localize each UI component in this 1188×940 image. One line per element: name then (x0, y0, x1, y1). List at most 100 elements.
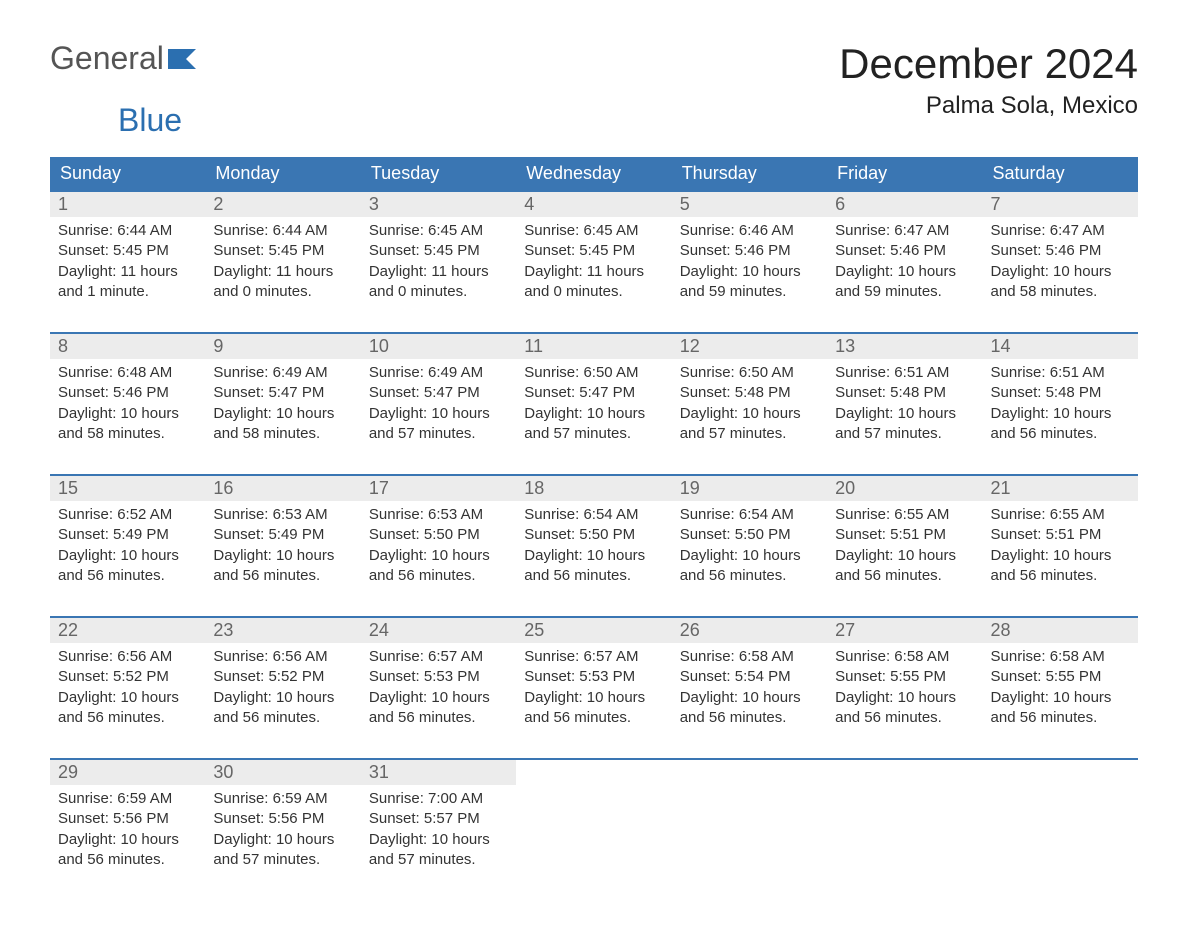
daylight-line: Daylight: 10 hours and 56 minutes. (991, 688, 1130, 729)
day-number: 27 (827, 618, 982, 643)
daylight-line: Daylight: 10 hours and 59 minutes. (680, 262, 819, 303)
day-details: Sunrise: 6:58 AMSunset: 5:55 PMDaylight:… (983, 643, 1138, 758)
day-number: 19 (672, 476, 827, 501)
day-number: 12 (672, 334, 827, 359)
title-block: December 2024 Palma Sola, Mexico (839, 40, 1138, 120)
day-details: Sunrise: 6:56 AMSunset: 5:52 PMDaylight:… (205, 643, 360, 758)
day-number: 2 (205, 192, 360, 217)
daylight-line: Daylight: 10 hours and 56 minutes. (524, 688, 663, 729)
sunset-line: Sunset: 5:52 PM (58, 667, 197, 687)
daylight-line: Daylight: 10 hours and 57 minutes. (524, 404, 663, 445)
calendar-cell: 7Sunrise: 6:47 AMSunset: 5:46 PMDaylight… (983, 191, 1138, 333)
calendar-cell: 27Sunrise: 6:58 AMSunset: 5:55 PMDayligh… (827, 617, 982, 759)
day-number: 5 (672, 192, 827, 217)
sunset-line: Sunset: 5:45 PM (213, 241, 352, 261)
sunset-line: Sunset: 5:54 PM (680, 667, 819, 687)
day-number: 14 (983, 334, 1138, 359)
daylight-line: Daylight: 10 hours and 56 minutes. (680, 546, 819, 587)
sunrise-line: Sunrise: 6:55 AM (991, 505, 1130, 525)
day-number: 10 (361, 334, 516, 359)
calendar-header-row: Sunday Monday Tuesday Wednesday Thursday… (50, 157, 1138, 191)
day-number: 11 (516, 334, 671, 359)
day-number: 8 (50, 334, 205, 359)
calendar-cell: 15Sunrise: 6:52 AMSunset: 5:49 PMDayligh… (50, 475, 205, 617)
daylight-line: Daylight: 10 hours and 56 minutes. (524, 546, 663, 587)
day-details: Sunrise: 6:47 AMSunset: 5:46 PMDaylight:… (983, 217, 1138, 332)
sunset-line: Sunset: 5:48 PM (835, 383, 974, 403)
col-monday: Monday (205, 157, 360, 191)
page-title: December 2024 (839, 40, 1138, 88)
sunrise-line: Sunrise: 6:47 AM (991, 221, 1130, 241)
sunrise-line: Sunrise: 6:56 AM (213, 647, 352, 667)
sunrise-line: Sunrise: 6:57 AM (524, 647, 663, 667)
sunset-line: Sunset: 5:56 PM (58, 809, 197, 829)
sunset-line: Sunset: 5:55 PM (991, 667, 1130, 687)
calendar-cell: 13Sunrise: 6:51 AMSunset: 5:48 PMDayligh… (827, 333, 982, 475)
sunrise-line: Sunrise: 6:54 AM (680, 505, 819, 525)
day-details: Sunrise: 6:59 AMSunset: 5:56 PMDaylight:… (50, 785, 205, 900)
day-details: Sunrise: 6:58 AMSunset: 5:55 PMDaylight:… (827, 643, 982, 758)
sunrise-line: Sunrise: 6:53 AM (213, 505, 352, 525)
calendar-cell: 31Sunrise: 7:00 AMSunset: 5:57 PMDayligh… (361, 759, 516, 900)
daylight-line: Daylight: 11 hours and 0 minutes. (524, 262, 663, 303)
calendar-cell: 16Sunrise: 6:53 AMSunset: 5:49 PMDayligh… (205, 475, 360, 617)
calendar-cell: 29Sunrise: 6:59 AMSunset: 5:56 PMDayligh… (50, 759, 205, 900)
calendar-cell: 6Sunrise: 6:47 AMSunset: 5:46 PMDaylight… (827, 191, 982, 333)
calendar-cell: 19Sunrise: 6:54 AMSunset: 5:50 PMDayligh… (672, 475, 827, 617)
sunrise-line: Sunrise: 6:44 AM (58, 221, 197, 241)
sunset-line: Sunset: 5:57 PM (369, 809, 508, 829)
day-number: 29 (50, 760, 205, 785)
calendar-cell: 21Sunrise: 6:55 AMSunset: 5:51 PMDayligh… (983, 475, 1138, 617)
day-details: Sunrise: 6:55 AMSunset: 5:51 PMDaylight:… (827, 501, 982, 616)
sunrise-line: Sunrise: 6:58 AM (991, 647, 1130, 667)
col-thursday: Thursday (672, 157, 827, 191)
sunset-line: Sunset: 5:45 PM (524, 241, 663, 261)
day-number: 15 (50, 476, 205, 501)
calendar-cell: 8Sunrise: 6:48 AMSunset: 5:46 PMDaylight… (50, 333, 205, 475)
day-details: Sunrise: 6:45 AMSunset: 5:45 PMDaylight:… (516, 217, 671, 332)
day-details: Sunrise: 6:54 AMSunset: 5:50 PMDaylight:… (672, 501, 827, 616)
sunset-line: Sunset: 5:45 PM (58, 241, 197, 261)
daylight-line: Daylight: 10 hours and 57 minutes. (835, 404, 974, 445)
sunrise-line: Sunrise: 6:47 AM (835, 221, 974, 241)
sunset-line: Sunset: 5:51 PM (835, 525, 974, 545)
sunset-line: Sunset: 5:48 PM (991, 383, 1130, 403)
day-number: 3 (361, 192, 516, 217)
sunset-line: Sunset: 5:55 PM (835, 667, 974, 687)
day-number: 13 (827, 334, 982, 359)
day-details: Sunrise: 6:44 AMSunset: 5:45 PMDaylight:… (50, 217, 205, 332)
day-number: 23 (205, 618, 360, 643)
calendar-cell: 30Sunrise: 6:59 AMSunset: 5:56 PMDayligh… (205, 759, 360, 900)
day-number: 7 (983, 192, 1138, 217)
sunrise-line: Sunrise: 6:57 AM (369, 647, 508, 667)
calendar-week: 1Sunrise: 6:44 AMSunset: 5:45 PMDaylight… (50, 191, 1138, 333)
day-number: 24 (361, 618, 516, 643)
day-details: Sunrise: 6:50 AMSunset: 5:48 PMDaylight:… (672, 359, 827, 474)
daylight-line: Daylight: 10 hours and 56 minutes. (991, 404, 1130, 445)
day-details: Sunrise: 6:44 AMSunset: 5:45 PMDaylight:… (205, 217, 360, 332)
location-label: Palma Sola, Mexico (839, 92, 1138, 120)
sunset-line: Sunset: 5:46 PM (835, 241, 974, 261)
daylight-line: Daylight: 10 hours and 58 minutes. (213, 404, 352, 445)
day-details: Sunrise: 7:00 AMSunset: 5:57 PMDaylight:… (361, 785, 516, 900)
calendar-body: 1Sunrise: 6:44 AMSunset: 5:45 PMDaylight… (50, 191, 1138, 900)
sunrise-line: Sunrise: 6:48 AM (58, 363, 197, 383)
daylight-line: Daylight: 10 hours and 57 minutes. (680, 404, 819, 445)
daylight-line: Daylight: 11 hours and 1 minute. (58, 262, 197, 303)
sunrise-line: Sunrise: 6:52 AM (58, 505, 197, 525)
calendar-week: 8Sunrise: 6:48 AMSunset: 5:46 PMDaylight… (50, 333, 1138, 475)
calendar-cell: 4Sunrise: 6:45 AMSunset: 5:45 PMDaylight… (516, 191, 671, 333)
flag-icon (168, 40, 196, 77)
day-details: Sunrise: 6:51 AMSunset: 5:48 PMDaylight:… (827, 359, 982, 474)
daylight-line: Daylight: 10 hours and 58 minutes. (58, 404, 197, 445)
sunrise-line: Sunrise: 6:50 AM (680, 363, 819, 383)
sunrise-line: Sunrise: 6:58 AM (835, 647, 974, 667)
calendar-cell: 5Sunrise: 6:46 AMSunset: 5:46 PMDaylight… (672, 191, 827, 333)
day-details: Sunrise: 6:57 AMSunset: 5:53 PMDaylight:… (361, 643, 516, 758)
daylight-line: Daylight: 10 hours and 56 minutes. (58, 688, 197, 729)
sunset-line: Sunset: 5:49 PM (58, 525, 197, 545)
logo-text-general: General (50, 40, 164, 77)
daylight-line: Daylight: 10 hours and 56 minutes. (991, 546, 1130, 587)
day-details: Sunrise: 6:55 AMSunset: 5:51 PMDaylight:… (983, 501, 1138, 616)
calendar-cell: 18Sunrise: 6:54 AMSunset: 5:50 PMDayligh… (516, 475, 671, 617)
